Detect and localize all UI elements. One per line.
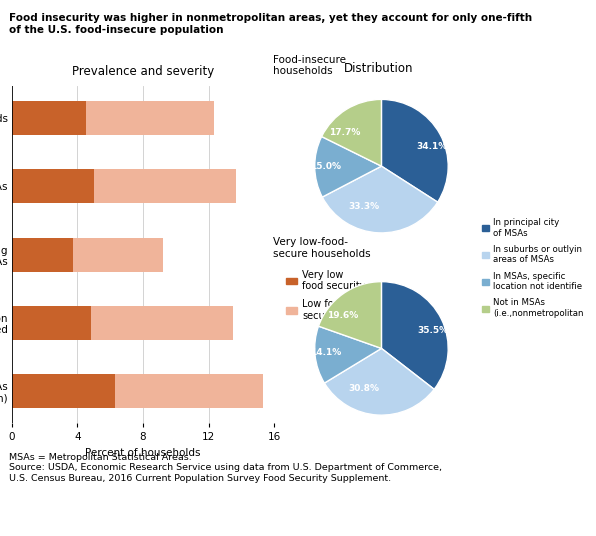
Legend: In principal city
of MSAs, In suburbs or outlyin
areas of MSAs, In MSAs, specifi: In principal city of MSAs, In suburbs or… (478, 215, 586, 321)
Wedge shape (322, 99, 381, 166)
Text: 35.5%: 35.5% (417, 326, 449, 336)
Bar (12, 101, 213, 135)
Text: MSAs = Metropolitan Statistical Areas.
Source: USDA, Economic Research Service u: MSAs = Metropolitan Statistical Areas. S… (9, 453, 442, 483)
Wedge shape (315, 326, 381, 383)
Text: 15.0%: 15.0% (311, 162, 342, 171)
Bar (12, 101, 86, 135)
Wedge shape (318, 281, 381, 348)
Text: Very low-food-
secure households: Very low-food- secure households (273, 237, 371, 259)
Bar (12, 169, 94, 204)
Bar (12, 169, 237, 204)
Text: 34.1%: 34.1% (417, 143, 448, 152)
Text: Food-insecure
households: Food-insecure households (273, 55, 346, 77)
Text: 19.6%: 19.6% (327, 311, 358, 320)
Wedge shape (315, 137, 381, 197)
Wedge shape (381, 281, 448, 389)
Bar (12, 306, 233, 340)
Bar (12, 306, 91, 340)
Text: Distribution: Distribution (344, 62, 413, 75)
Wedge shape (381, 99, 448, 202)
Bar (12, 237, 163, 272)
Wedge shape (322, 166, 437, 233)
Wedge shape (324, 348, 434, 415)
Title: Prevalence and severity: Prevalence and severity (72, 65, 214, 78)
Text: 14.1%: 14.1% (311, 348, 342, 357)
Text: 33.3%: 33.3% (349, 202, 380, 211)
Bar (12, 237, 73, 272)
X-axis label: Percent of households: Percent of households (85, 448, 201, 458)
Text: 17.7%: 17.7% (329, 128, 361, 137)
Bar (12, 374, 263, 408)
Legend: Very low
food security, Low food
security: Very low food security, Low food securit… (282, 266, 370, 324)
Text: 30.8%: 30.8% (348, 384, 379, 393)
Bar (12, 374, 115, 408)
Text: Food insecurity was higher in nonmetropolitan areas, yet they account for only o: Food insecurity was higher in nonmetropo… (9, 13, 532, 35)
